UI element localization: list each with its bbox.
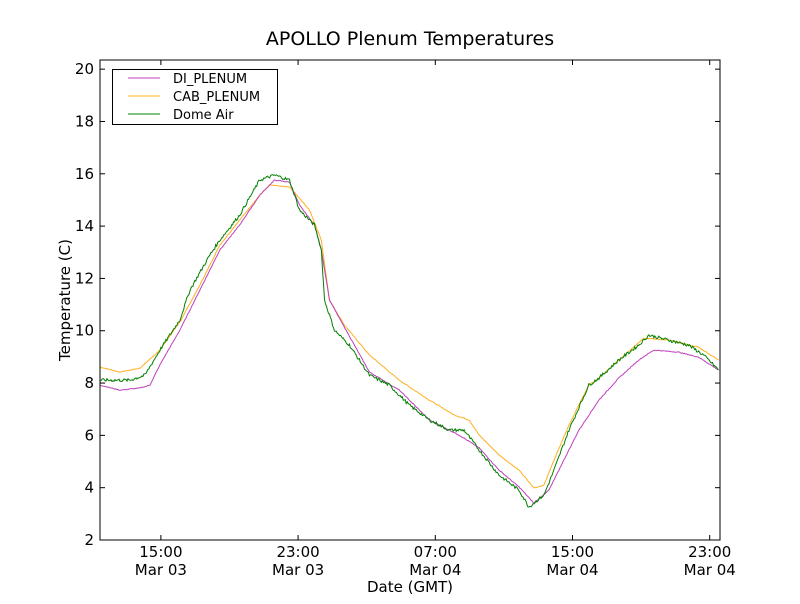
series-line-dome-air (100, 174, 719, 508)
legend-label: DI_PLENUM (173, 72, 247, 87)
axes-frame (99, 59, 721, 541)
plot-area (100, 174, 719, 508)
x-tick-date: Mar 04 (684, 561, 736, 579)
x-tick-time: 23:00 (688, 543, 731, 561)
y-tick-label: 18 (75, 112, 94, 130)
chart-title: APOLLO Plenum Temperatures (266, 28, 554, 50)
x-axis-label: Date (GMT) (367, 578, 453, 596)
x-tick-time: 23:00 (276, 543, 319, 561)
series-line-cab-plenum (100, 184, 719, 489)
x-tick-date: Mar 04 (409, 561, 461, 579)
x-tick-date: Mar 03 (135, 561, 187, 579)
y-tick-label: 6 (84, 426, 94, 444)
y-tick-label: 14 (75, 217, 94, 235)
series-line-di-plenum (100, 179, 719, 504)
x-tick-date: Mar 04 (546, 561, 598, 579)
legend-label: CAB_PLENUM (173, 90, 260, 105)
y-tick-label: 12 (75, 269, 94, 287)
y-tick-label: 2 (84, 531, 94, 549)
x-tick-time: 07:00 (414, 543, 457, 561)
legend: DI_PLENUM CAB_PLENUM Dome Air (112, 69, 278, 125)
y-tick-label: 10 (75, 322, 94, 340)
legend-box (112, 69, 278, 125)
y-tick-label: 8 (84, 374, 94, 392)
y-tick-label: 4 (84, 479, 94, 497)
x-tick-time: 15:00 (139, 543, 182, 561)
x-tick-date: Mar 03 (272, 561, 324, 579)
legend-label: Dome Air (173, 108, 234, 123)
y-tick-label: 20 (75, 60, 94, 78)
y-axis-label: Temperature (C) (56, 239, 74, 362)
x-tick-time: 15:00 (551, 543, 594, 561)
y-tick-label: 16 (75, 165, 94, 183)
